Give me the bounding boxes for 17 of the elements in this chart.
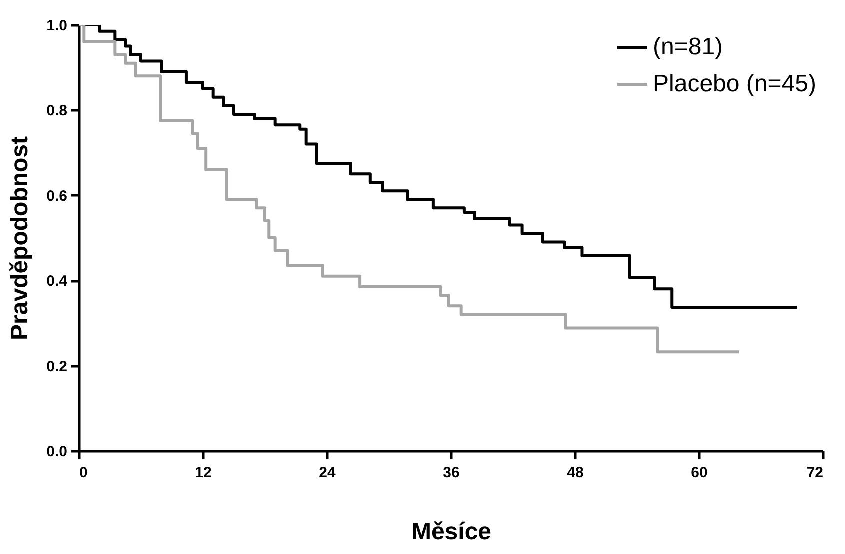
x-tick-label: 24 — [319, 464, 336, 482]
x-tick-label: 72 — [806, 464, 824, 482]
y-axis-title: Pravděpodobnost — [6, 136, 34, 341]
y-tick-label: 0.6 — [46, 188, 68, 205]
y-tick-label: 0.8 — [46, 102, 68, 120]
legend-label: (n=81) — [653, 34, 724, 60]
x-tick-label: 0 — [80, 464, 88, 482]
y-tick-label: 1.0 — [46, 18, 68, 34]
legend-label: Placebo (n=45) — [653, 70, 816, 98]
y-tick-label: 0.4 — [46, 273, 68, 290]
x-tick-label: 12 — [195, 464, 212, 482]
x-tick-label: 60 — [691, 464, 708, 482]
y-tick-label: 0.0 — [46, 444, 68, 460]
x-axis-title: Měsíce — [411, 518, 492, 546]
x-tick-label: 36 — [443, 464, 460, 482]
y-tick-label: 0.2 — [46, 358, 68, 376]
x-tick-label: 48 — [567, 464, 584, 482]
